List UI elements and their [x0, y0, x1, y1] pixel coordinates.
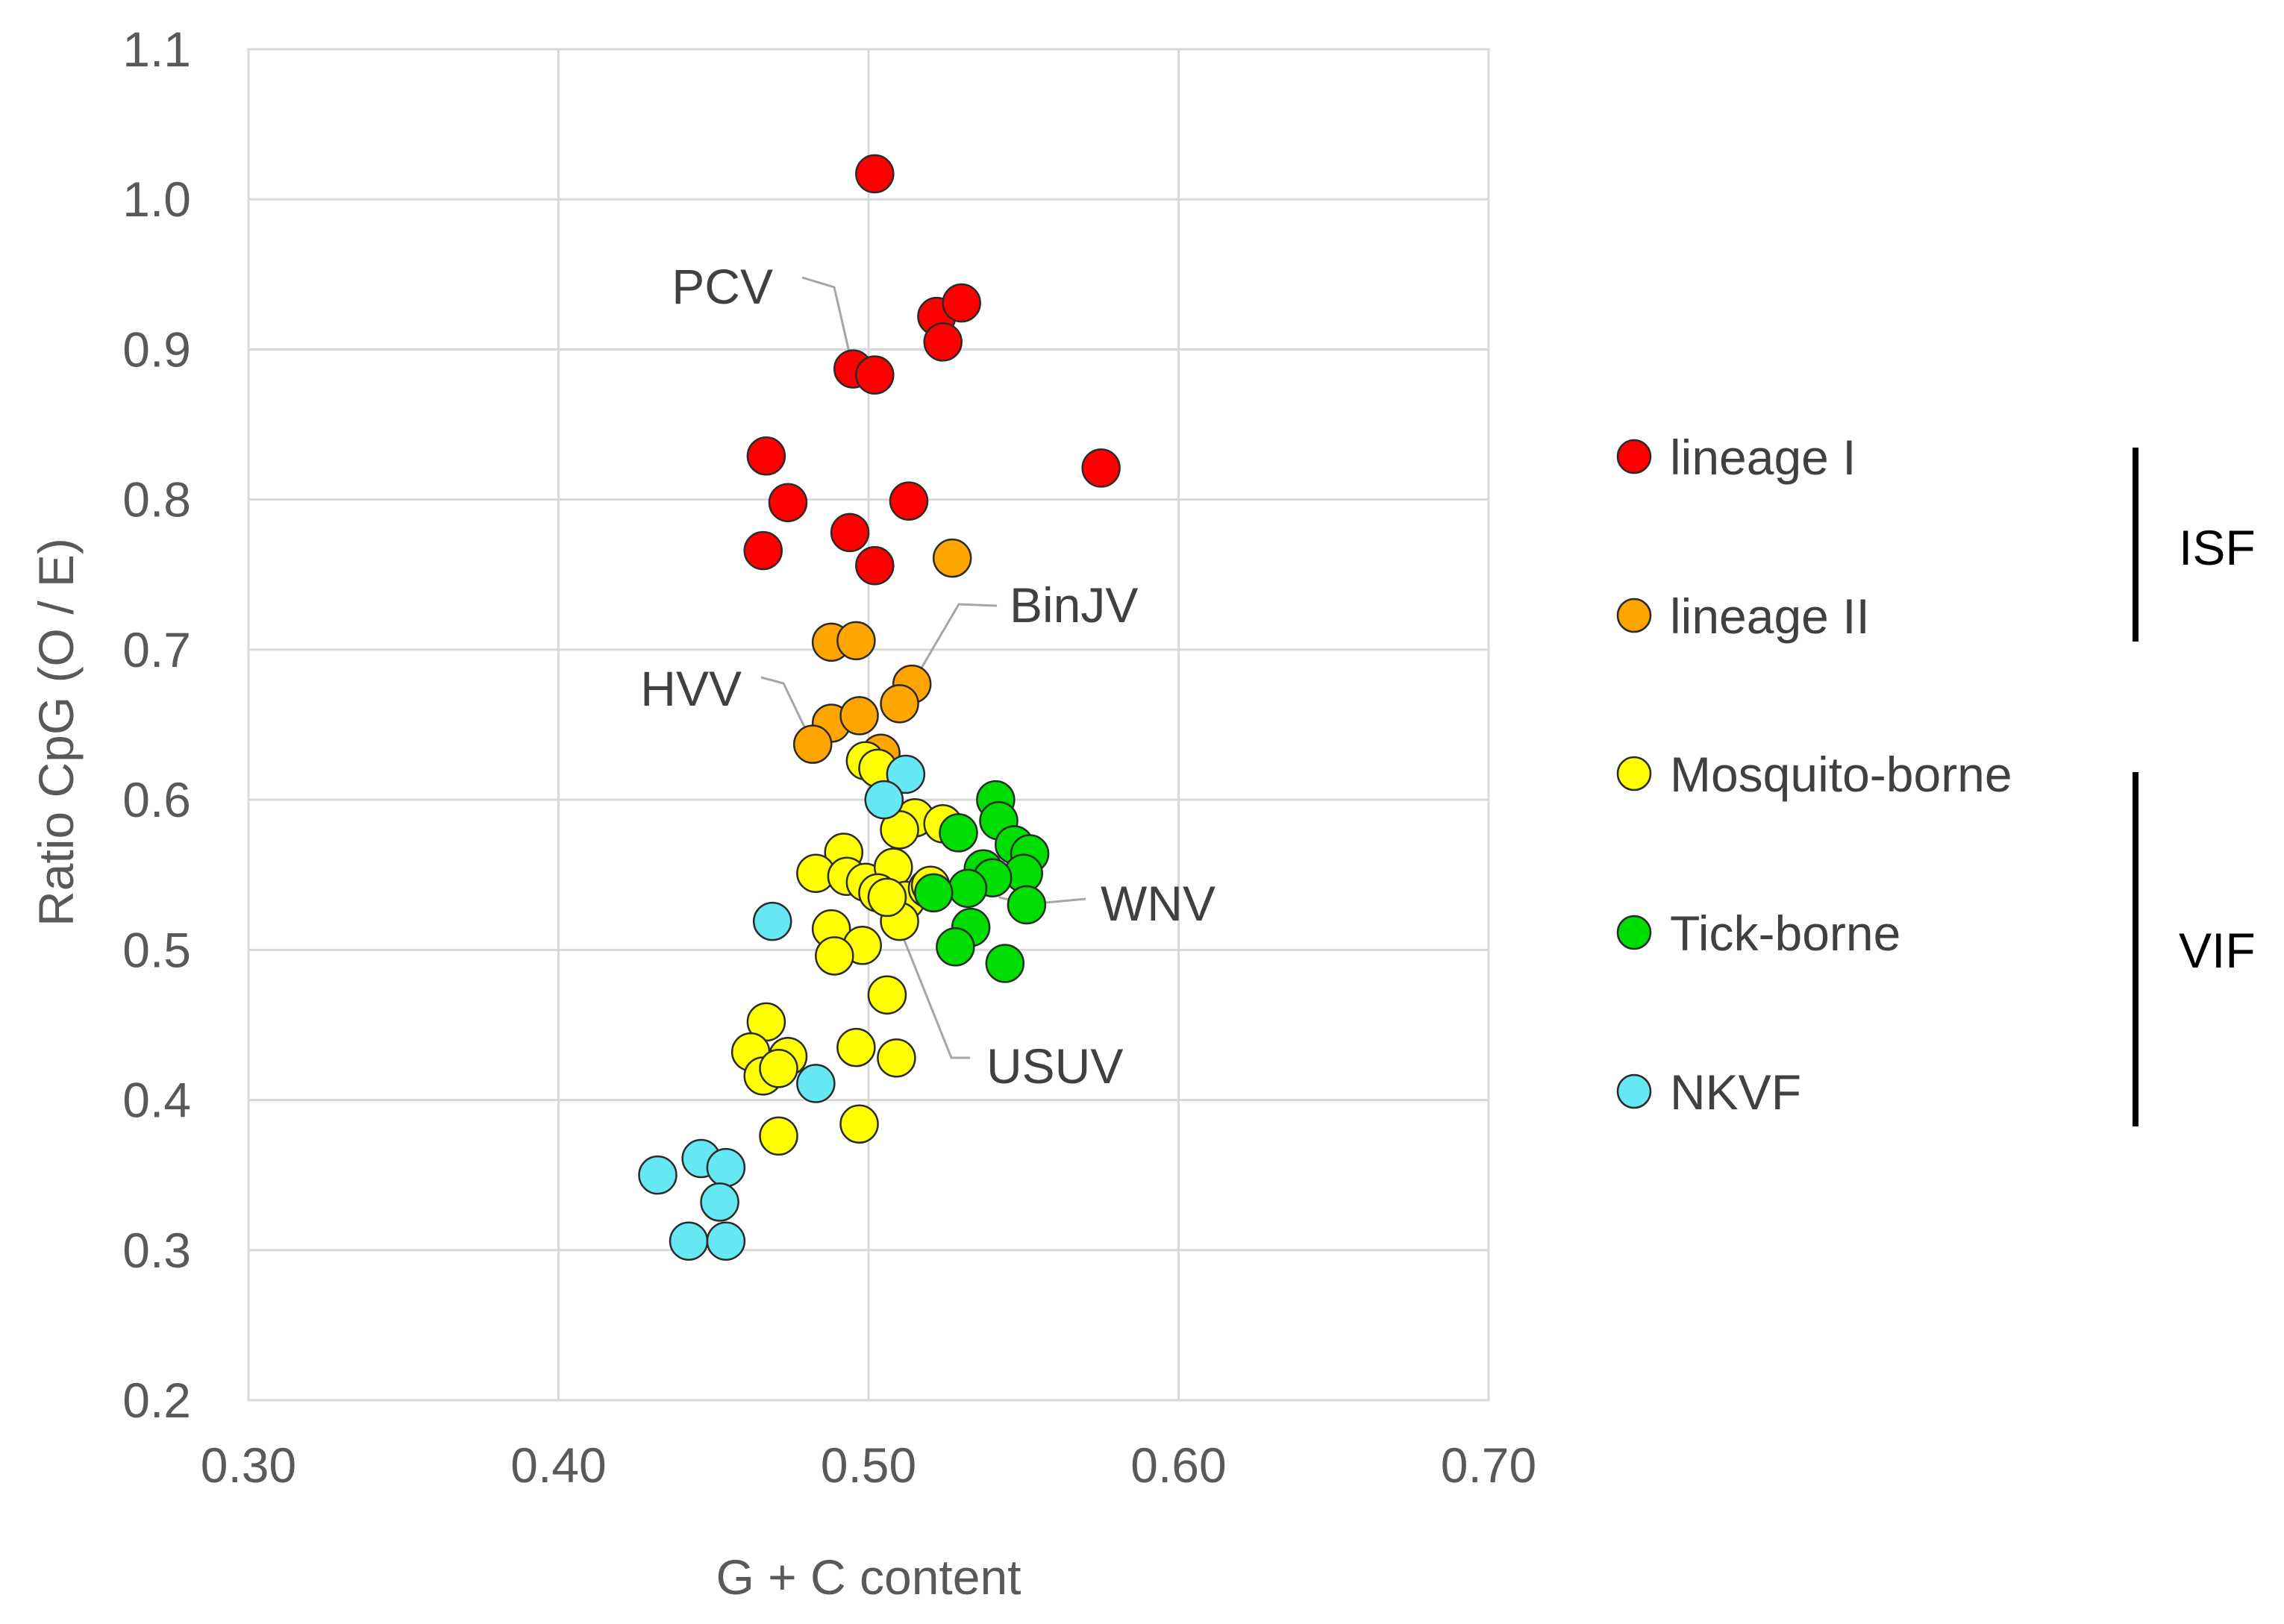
y-tick-label: 0.2 [122, 1373, 191, 1428]
data-point [936, 927, 975, 967]
x-tick-label: 0.30 [201, 1438, 296, 1493]
data-point [839, 1104, 879, 1144]
group-label: VIF [2179, 923, 2256, 978]
data-point [836, 621, 876, 661]
annotation-label: USUV [986, 1038, 1123, 1094]
data-point [839, 696, 879, 736]
data-point [746, 436, 786, 476]
legend-item-lineage-i: lineage I [1616, 430, 1856, 485]
data-point [985, 944, 1025, 983]
legend-item-lineage-ii: lineage II [1616, 589, 1870, 644]
series-mosquito-borne [730, 741, 963, 1156]
annotation-leader [760, 676, 814, 745]
data-point [914, 873, 954, 913]
y-axis-ticks: 0.2 0.3 0.4 0.5 0.6 0.7 0.8 0.9 1.0 1.1 [122, 22, 191, 1428]
y-axis-title: Ratio CpG (O / E) [28, 538, 84, 927]
legend-label: lineage I [1670, 430, 1856, 485]
legend-marker [1616, 915, 1652, 950]
data-point [759, 1049, 798, 1088]
annotation-label: BinJV [1010, 577, 1138, 633]
data-point [796, 1064, 836, 1103]
data-point [743, 530, 783, 571]
legend-label: Mosquito-borne [1670, 747, 2012, 802]
group-vif: VIF [2133, 772, 2256, 1126]
annotation-leader [886, 897, 970, 1059]
legend-marker [1616, 756, 1652, 791]
legend-groups: ISF VIF [2133, 448, 2256, 1126]
data-point [1081, 448, 1121, 488]
data-point [669, 1221, 709, 1261]
data-point [815, 936, 854, 976]
data-point [932, 538, 972, 578]
legend-marker [1616, 439, 1652, 474]
y-tick-label: 0.3 [122, 1223, 191, 1278]
data-point [948, 868, 988, 909]
data-point [889, 481, 929, 521]
annotation-leader [910, 603, 998, 685]
legend-label: Tick-borne [1670, 906, 1900, 961]
data-point [759, 1116, 798, 1156]
data-point [638, 1155, 678, 1195]
x-tick-label: 0.70 [1441, 1438, 1536, 1493]
y-tick-label: 0.9 [122, 322, 191, 377]
legend-item-nkvf: NKVF [1616, 1065, 1801, 1120]
data-point [867, 877, 907, 918]
data-point [706, 1147, 746, 1188]
x-tick-label: 0.60 [1130, 1438, 1226, 1493]
x-tick-label: 0.50 [821, 1438, 916, 1493]
data-points [638, 154, 1121, 1261]
annotations: PCV BinJV HVV WNV USUV [640, 259, 1215, 1094]
plot-area-frame [247, 48, 1490, 1402]
data-point [836, 1027, 876, 1067]
data-point [768, 483, 808, 522]
data-point [792, 724, 833, 764]
legend-marker [1616, 598, 1652, 633]
data-point [939, 813, 978, 853]
legend-item-mosquito-borne: Mosquito-borne [1616, 747, 2012, 802]
x-axis-ticks: 0.30 0.40 0.50 0.60 0.70 [201, 1438, 1536, 1493]
legend: lineage I lineage II Mosquito-borne Tick-bo… [1616, 430, 2012, 1120]
series-nkvf [638, 754, 926, 1261]
y-tick-label: 1.1 [122, 22, 191, 77]
group-label: ISF [2179, 520, 2256, 575]
annotation-label: HVV [640, 661, 742, 716]
annotation-leaders [760, 276, 1086, 1059]
data-point [706, 1221, 746, 1261]
data-point [923, 322, 963, 362]
series-lineage-ii [792, 538, 972, 773]
data-point [830, 512, 870, 553]
group-isf: ISF [2133, 448, 2256, 642]
annotation-leader [801, 276, 854, 369]
annotation-label: WNV [1101, 876, 1215, 931]
legend-marker [1616, 1073, 1652, 1109]
x-tick-label: 0.40 [510, 1438, 606, 1493]
legend-item-tick-borne: Tick-borne [1616, 906, 1900, 961]
data-point [867, 975, 907, 1015]
data-point [942, 283, 981, 323]
data-point [855, 355, 895, 395]
y-tick-label: 0.4 [122, 1073, 191, 1128]
annotation-label: PCV [672, 259, 773, 314]
data-point [864, 780, 904, 820]
data-point [1007, 885, 1047, 925]
legend-label: lineage II [1670, 589, 1870, 644]
y-tick-label: 0.7 [122, 622, 191, 677]
y-tick-label: 0.5 [122, 922, 191, 977]
series-tick-borne [914, 780, 1050, 983]
data-point [855, 154, 895, 194]
data-point [752, 901, 792, 941]
data-point [886, 754, 926, 794]
x-axis-title: G + C content [716, 1549, 1021, 1605]
data-point [700, 1182, 739, 1222]
series-lineage-i [743, 154, 1121, 586]
y-tick-label: 0.8 [122, 472, 191, 527]
data-point [877, 1038, 916, 1078]
y-tick-label: 1.0 [122, 172, 191, 227]
y-tick-label: 0.6 [122, 772, 191, 827]
data-point [855, 545, 895, 586]
data-point [880, 684, 919, 724]
legend-label: NKVF [1670, 1065, 1801, 1120]
